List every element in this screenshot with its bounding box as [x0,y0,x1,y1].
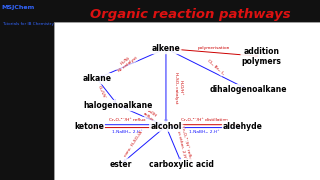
Text: alkene: alkene [152,44,180,53]
Text: 1.NaBH₄, 2.H⁺: 1.NaBH₄, 2.H⁺ [189,130,220,134]
Text: 1.NaBH₄, 2.H⁺: 1.NaBH₄, 2.H⁺ [112,130,143,134]
Text: carboxylic acid: carboxylic acid [149,160,214,169]
Text: Organic reaction pathways: Organic reaction pathways [90,8,291,21]
Text: ester: ester [110,160,132,169]
FancyBboxPatch shape [54,22,320,180]
Text: Cr₂O₇²⁻/H⁺ reflux
in ether, 2.H⁺: Cr₂O₇²⁻/H⁺ reflux in ether, 2.H⁺ [175,125,192,163]
FancyBboxPatch shape [0,0,58,180]
Text: halogenoalkane: halogenoalkane [84,101,153,110]
Text: MSJChem: MSJChem [2,5,35,10]
Text: Cl₂, Br₂, I₂: Cl₂, Br₂, I₂ [206,59,224,76]
Text: addition
polymers: addition polymers [242,47,282,66]
Text: aldehyde: aldehyde [223,122,263,131]
Text: NaOH
reflux: NaOH reflux [142,108,158,122]
Text: alkane: alkane [82,74,111,83]
Text: H₂O/H⁺
H₂SO₄ catalyst: H₂O/H⁺ H₂SO₄ catalyst [174,72,183,103]
Text: Cl₂/UV: Cl₂/UV [97,85,106,99]
Text: conc. H₂SO₄/Δ: conc. H₂SO₄/Δ [124,130,144,158]
Text: Cr₂O₇²⁻/H⁺ reflux: Cr₂O₇²⁻/H⁺ reflux [109,118,146,122]
Text: dihalogenoalkane: dihalogenoalkane [210,85,287,94]
Text: ketone: ketone [74,122,104,131]
Text: Cr₂O₇²⁻/H⁺ distillation: Cr₂O₇²⁻/H⁺ distillation [181,118,228,122]
Text: alcohol: alcohol [150,122,182,131]
Text: Tutorials for IB Chemistry: Tutorials for IB Chemistry [2,22,54,26]
Text: H₂/Ni
Ni catalyst: H₂/Ni Ni catalyst [115,52,138,73]
Text: polymerisation: polymerisation [197,46,230,50]
